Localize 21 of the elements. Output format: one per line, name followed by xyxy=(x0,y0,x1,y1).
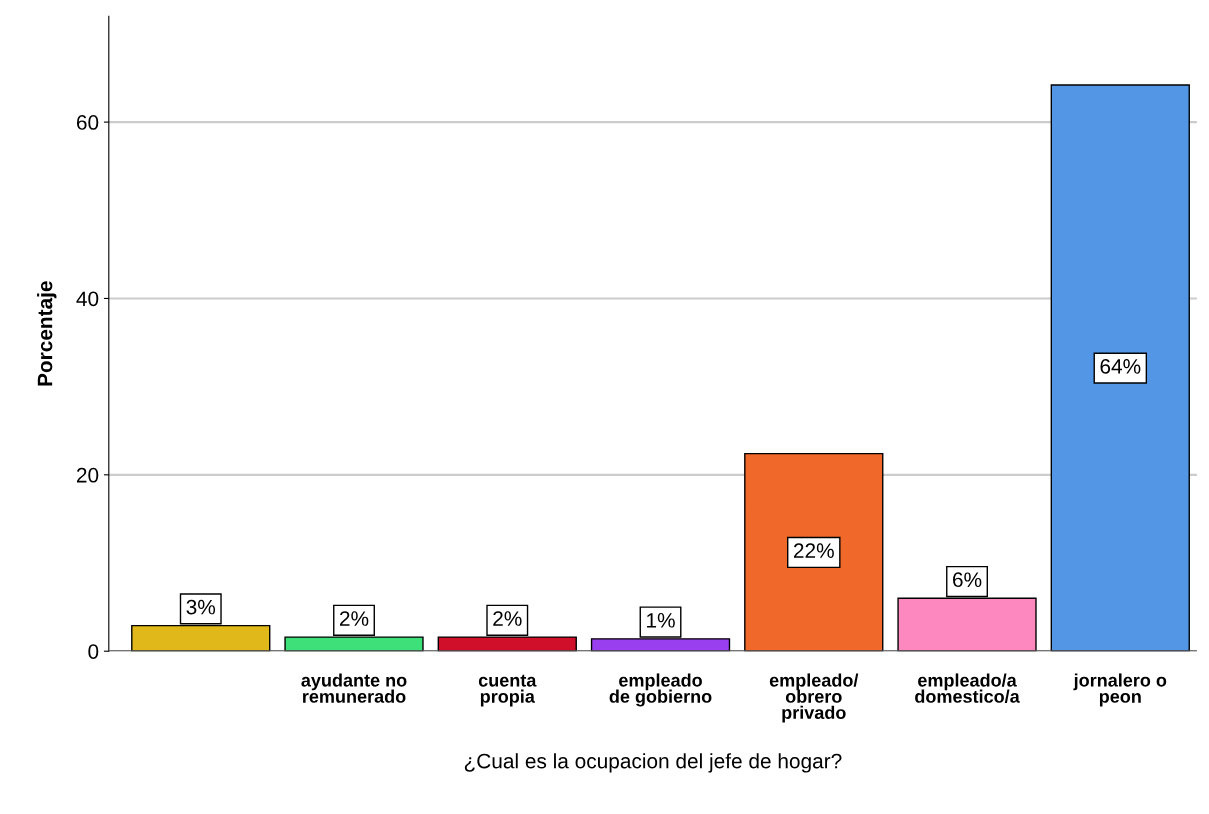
data-label: 22% xyxy=(793,543,834,558)
x-tick-label: empleado/ obrero privado xyxy=(769,673,859,723)
y-tick-label: 20 xyxy=(76,467,99,483)
x-tick-label: ayudante no remunerado xyxy=(301,673,407,703)
data-label: 2% xyxy=(340,611,369,626)
x-tick-label: cuenta propia xyxy=(478,674,537,707)
data-label: 6% xyxy=(953,572,982,588)
x-axis-title: ¿Cual es la ocupacion del jefe de hogar? xyxy=(464,753,842,773)
y-axis-title: Porcentaje xyxy=(37,281,57,386)
bar xyxy=(1050,84,1190,652)
y-tick-label: 60 xyxy=(76,115,99,130)
y-tick-label: 0 xyxy=(88,644,99,659)
y-tick-label: 40 xyxy=(76,291,99,307)
bar xyxy=(744,452,884,652)
data-label: 3% xyxy=(186,599,216,615)
x-tick-label: empleado de gobierno xyxy=(609,673,712,707)
x-tick-label: jornalero o peon xyxy=(1073,673,1167,707)
x-tick-label: empleado/a domestico/a xyxy=(915,673,1020,704)
data-label: 1% xyxy=(647,613,675,628)
data-label: 2% xyxy=(493,611,522,626)
data-label: 64% xyxy=(1100,358,1141,374)
